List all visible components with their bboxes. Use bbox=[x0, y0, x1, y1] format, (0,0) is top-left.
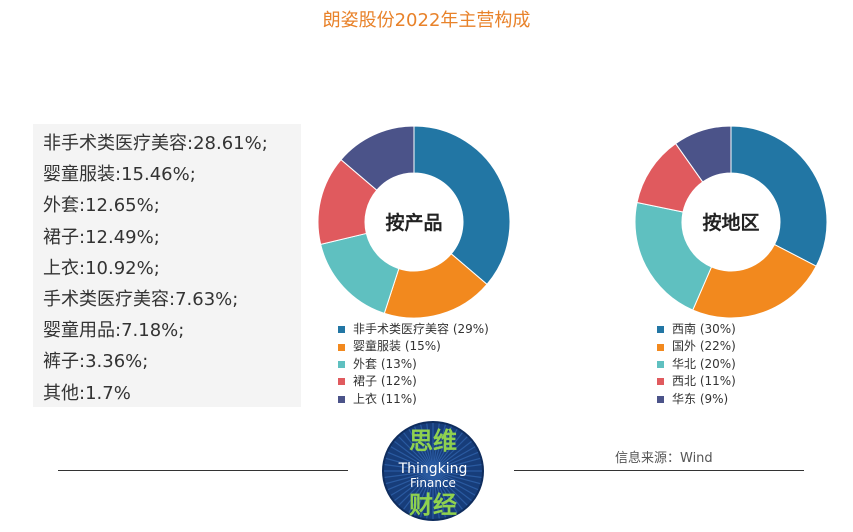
revenue-breakdown-list: 非手术类医疗美容:28.61%; 婴童服装:15.46%; 外套:12.65%;… bbox=[33, 124, 301, 407]
breakdown-item: 上衣:10.92%; bbox=[43, 257, 160, 279]
legend-item: 上衣 (11%) bbox=[338, 391, 489, 408]
right-divider bbox=[514, 470, 804, 471]
breakdown-item: 其他:1.7% bbox=[43, 382, 131, 404]
pie-slice-3 bbox=[634, 201, 713, 311]
breakdown-item: 外套:12.65%; bbox=[43, 195, 160, 217]
product-donut-chart: 按产品 bbox=[317, 125, 511, 319]
region-donut-center-label: 按地区 bbox=[702, 211, 759, 234]
pie-slice-5 bbox=[340, 125, 415, 191]
logo-top-text: 思维 bbox=[409, 427, 457, 455]
left-divider bbox=[58, 470, 348, 471]
pie-slice-1 bbox=[730, 125, 828, 267]
legend-item: 华北 (20%) bbox=[657, 356, 736, 373]
pie-slice-5 bbox=[674, 125, 732, 183]
legend-item: 非手术类医疗美容 (29%) bbox=[338, 321, 489, 338]
page-title: 朗姿股份2022年主营构成 bbox=[322, 10, 531, 31]
legend-item: 西南 (30%) bbox=[657, 321, 736, 338]
product-legend: 非手术类医疗美容 (29%) 婴童服装 (15%) 外套 (13%) 裙子 (1… bbox=[338, 321, 489, 408]
logo-bottom-text: 财经 bbox=[409, 491, 457, 519]
legend-swatch bbox=[338, 395, 345, 403]
breakdown-item: 手术类医疗美容:7.63%; bbox=[43, 289, 239, 311]
legend-item: 国外 (22%) bbox=[657, 338, 736, 355]
legend-swatch bbox=[657, 361, 664, 369]
legend-item: 华东 (9%) bbox=[657, 391, 736, 408]
breakdown-item: 裤子:3.36%; bbox=[43, 351, 149, 373]
legend-item: 西北 (11%) bbox=[657, 373, 736, 390]
pie-slice-2 bbox=[692, 243, 817, 319]
pie-slice-1 bbox=[413, 125, 511, 286]
breakdown-item: 非手术类医疗美容:28.61%; bbox=[43, 133, 268, 154]
legend-swatch bbox=[338, 378, 345, 386]
breakdown-item: 婴童服装:15.46%; bbox=[43, 164, 196, 186]
legend-swatch bbox=[338, 343, 345, 351]
product-donut-center-label: 按产品 bbox=[385, 211, 442, 234]
source-note: 信息来源：Wind bbox=[615, 451, 713, 466]
breakdown-item: 婴童用品:7.18%; bbox=[43, 320, 185, 342]
legend-swatch bbox=[657, 343, 664, 351]
region-legend: 西南 (30%) 国外 (22%) 华北 (20%) 西北 (11%) 华东 (… bbox=[657, 321, 736, 408]
region-donut-chart: 按地区 bbox=[634, 125, 828, 319]
logo-middle-text-2: Finance bbox=[410, 476, 456, 490]
logo-middle-text-1: Thingking bbox=[398, 461, 468, 477]
legend-item: 裙子 (12%) bbox=[338, 373, 489, 390]
thinking-finance-logo: 思维 Thingking Finance 财经 bbox=[382, 421, 484, 521]
legend-swatch bbox=[338, 326, 345, 334]
legend-swatch bbox=[338, 361, 345, 369]
legend-item: 婴童服装 (15%) bbox=[338, 338, 489, 355]
pie-slice-3 bbox=[320, 232, 400, 314]
legend-swatch bbox=[657, 378, 664, 386]
legend-swatch bbox=[657, 395, 664, 403]
breakdown-item: 裙子:12.49%; bbox=[43, 226, 160, 248]
legend-item: 外套 (13%) bbox=[338, 356, 489, 373]
legend-swatch bbox=[657, 326, 664, 334]
